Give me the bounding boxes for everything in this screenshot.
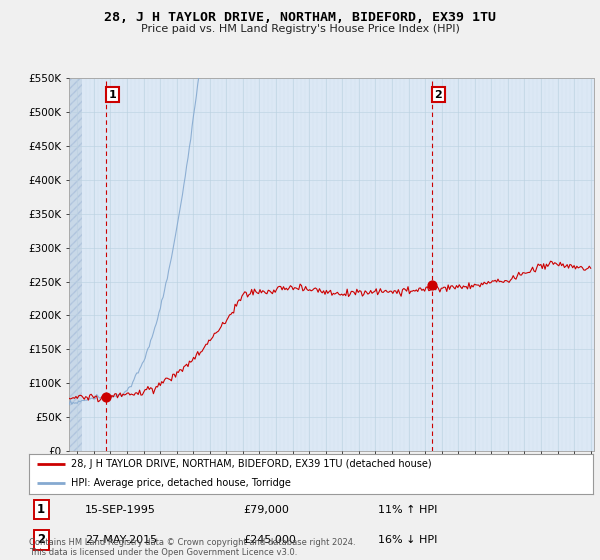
Text: £245,000: £245,000 <box>243 535 296 545</box>
Point <box>427 281 436 290</box>
Text: HPI: Average price, detached house, Torridge: HPI: Average price, detached house, Torr… <box>71 478 291 488</box>
Text: 1: 1 <box>109 90 116 100</box>
Text: 1: 1 <box>37 503 45 516</box>
Bar <box>69 78 82 451</box>
Text: Price paid vs. HM Land Registry's House Price Index (HPI): Price paid vs. HM Land Registry's House … <box>140 24 460 34</box>
Text: 16% ↓ HPI: 16% ↓ HPI <box>379 535 438 545</box>
Text: 11% ↑ HPI: 11% ↑ HPI <box>379 505 438 515</box>
Text: 2: 2 <box>37 533 45 547</box>
Text: 28, J H TAYLOR DRIVE, NORTHAM, BIDEFORD, EX39 1TU: 28, J H TAYLOR DRIVE, NORTHAM, BIDEFORD,… <box>104 11 496 24</box>
Text: 15-SEP-1995: 15-SEP-1995 <box>85 505 156 515</box>
Text: £79,000: £79,000 <box>243 505 289 515</box>
Text: 2: 2 <box>434 90 442 100</box>
Point <box>101 393 110 402</box>
Text: 28, J H TAYLOR DRIVE, NORTHAM, BIDEFORD, EX39 1TU (detached house): 28, J H TAYLOR DRIVE, NORTHAM, BIDEFORD,… <box>71 460 432 469</box>
Text: Contains HM Land Registry data © Crown copyright and database right 2024.
This d: Contains HM Land Registry data © Crown c… <box>29 538 355 557</box>
Text: 27-MAY-2015: 27-MAY-2015 <box>85 535 157 545</box>
